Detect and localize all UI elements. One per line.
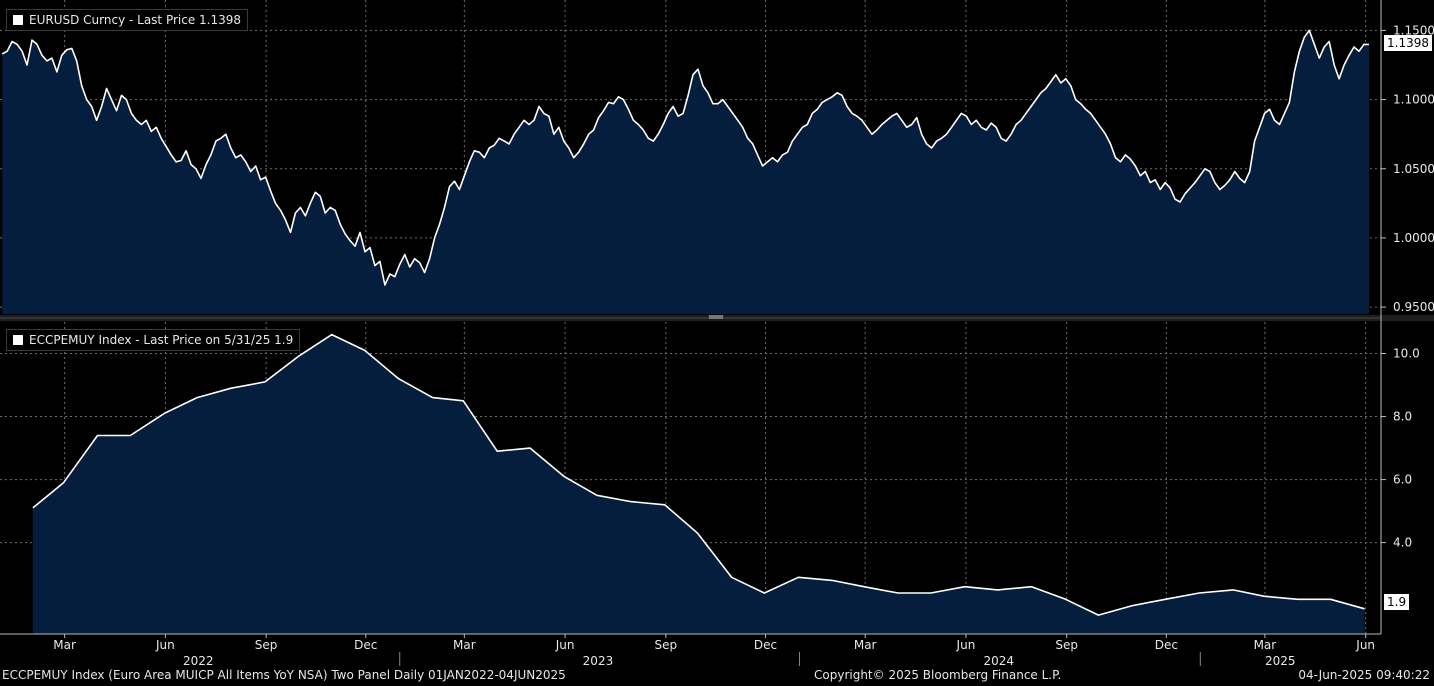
legend-swatch-icon <box>13 15 23 25</box>
x-year-label: 2025 <box>1265 654 1296 668</box>
cpi-line <box>32 333 1365 616</box>
x-tick-label: Jun <box>956 638 976 652</box>
y-tick-label: 0.9500 <box>1393 300 1434 314</box>
top-legend[interactable]: EURUSD Curncy - Last Price 1.1398 <box>6 9 249 31</box>
footer-timestamp: 04-Jun-2025 09:40:22 <box>1298 668 1430 682</box>
x-tick-label: Sep <box>655 638 678 652</box>
x-tick-label: Sep <box>1055 638 1078 652</box>
x-tick-label: Mar <box>1254 638 1277 652</box>
x-year-label: 2022 <box>183 654 214 668</box>
y-tick-label: 1.0000 <box>1393 231 1434 245</box>
footer-copyright: Copyright© 2025 Bloomberg Finance L.P. <box>814 668 1062 682</box>
x-tick-label: Mar <box>453 638 476 652</box>
y-tick-label: 8.0 <box>1393 410 1412 424</box>
resize-handle-icon <box>709 315 723 319</box>
bottom-legend-label: ECCPEMUY Index - Last Price on 5/31/25 1… <box>29 333 294 347</box>
y-tick-label: 10.0 <box>1393 347 1420 361</box>
y-tick-label: 1.1500 <box>1393 23 1434 37</box>
cpi-area <box>32 334 1365 634</box>
x-year-label: 2023 <box>583 654 614 668</box>
eurusd-area <box>2 30 1370 315</box>
x-tick-label: Mar <box>53 638 76 652</box>
x-tick-label: Dec <box>354 638 377 652</box>
footer-description: ECCPEMUY Index (Euro Area MUICP All Item… <box>2 668 566 682</box>
x-year-label: 2024 <box>984 654 1015 668</box>
y-tick-label: 1.1000 <box>1393 93 1434 107</box>
eurusd-line <box>1 29 1370 286</box>
y-tick-label: 1.0500 <box>1393 162 1434 176</box>
y-tick-label: 4.0 <box>1393 536 1412 550</box>
top-last-value-tag: 1.1398 <box>1384 35 1432 51</box>
top-legend-label: EURUSD Curncy - Last Price 1.1398 <box>29 13 242 27</box>
x-tick-label: Sep <box>255 638 278 652</box>
x-tick-label: Dec <box>754 638 777 652</box>
y-tick-label: 6.0 <box>1393 473 1412 487</box>
x-tick-label: Jun <box>155 638 175 652</box>
x-tick-label: Jun <box>1355 638 1375 652</box>
x-tick-label: Jun <box>555 638 575 652</box>
bottom-last-value-tag: 1.9 <box>1384 594 1410 610</box>
x-tick-label: Mar <box>854 638 877 652</box>
bottom-legend[interactable]: ECCPEMUY Index - Last Price on 5/31/25 1… <box>6 329 301 351</box>
x-tick-label: Dec <box>1155 638 1178 652</box>
legend-swatch-icon <box>13 335 23 345</box>
